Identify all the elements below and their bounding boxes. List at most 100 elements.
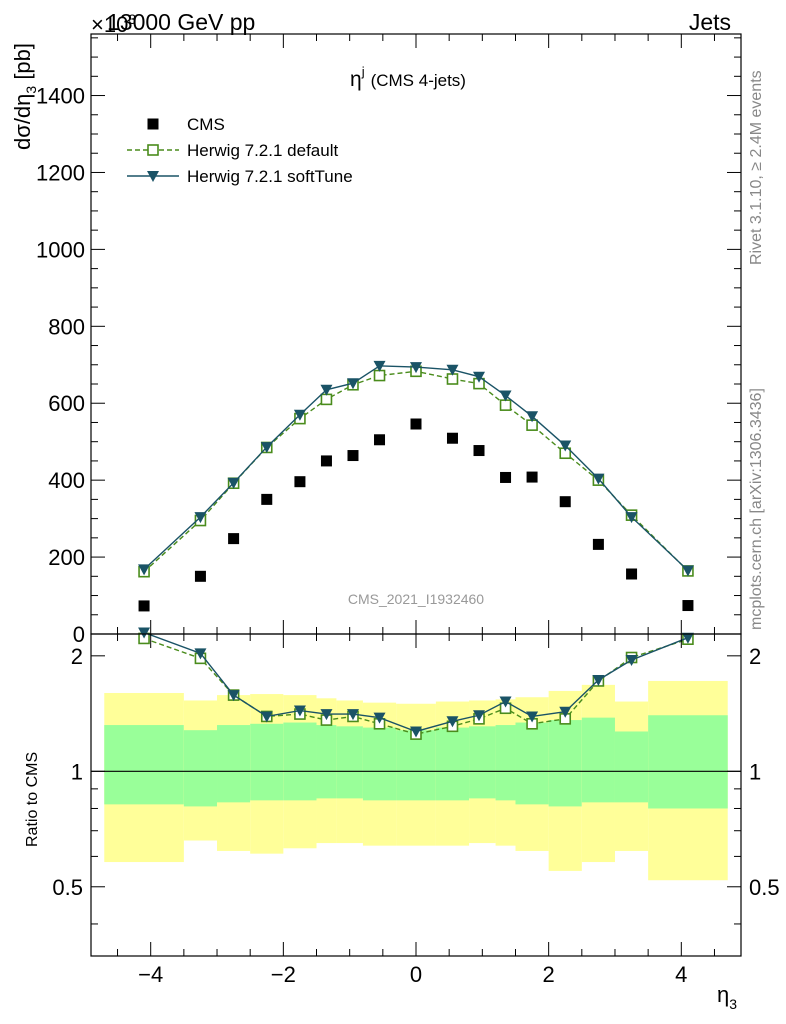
x-tick-label: −2 xyxy=(271,962,296,987)
y-axis-label-sub: 3 xyxy=(23,86,39,94)
herwig-softtune-point xyxy=(194,512,207,524)
x-tick-label: 2 xyxy=(543,962,555,987)
ratio-y-label: Ratio to CMS xyxy=(24,752,41,847)
ratio-panel: −4 −2 0 2 4 0.5 0.5 1 1 2 2 xyxy=(52,627,780,987)
cms-point xyxy=(347,450,359,462)
y-exponent: ×103 xyxy=(91,11,136,37)
ratio-herwig-softtune-point xyxy=(194,648,207,660)
cms-point xyxy=(626,568,638,580)
cms-point xyxy=(320,455,332,467)
ratio-y-tick-label-right: 0.5 xyxy=(749,875,780,900)
ratio-band-inner xyxy=(648,715,728,809)
cms-point xyxy=(228,533,240,545)
herwig-default-point xyxy=(373,369,386,382)
legend: CMS Herwig 7.2.1 default Herwig 7.2.1 soft… xyxy=(127,115,353,186)
ratio-herwig-softtune-point xyxy=(346,709,359,721)
herwig-softtune-point xyxy=(410,362,422,374)
herwig-softtune-line xyxy=(143,365,689,572)
cms-point xyxy=(682,600,694,612)
ratio-herwig-softtune-point xyxy=(625,655,638,667)
ratio-herwig-softtune-point xyxy=(138,627,151,639)
ratio-herwig-softtune-point xyxy=(260,711,273,723)
ratio-y-tick-label: 2 xyxy=(71,644,83,669)
ratio-band-inner xyxy=(581,717,615,803)
ratio-band-inner xyxy=(469,726,496,799)
header-left: 13000 GeV pp xyxy=(107,9,255,35)
rivet-label: Rivet 3.1.10, ≥ 2.4M events xyxy=(748,70,765,265)
y-exponent-base: ×10 xyxy=(91,12,128,37)
ratio-herwig-softtune-point xyxy=(473,710,486,722)
herwig-softtune-point xyxy=(320,384,333,396)
ratio-band-inner xyxy=(336,726,363,799)
ratio-band-inner xyxy=(548,720,582,807)
cms-point xyxy=(261,493,273,505)
plot-title-main: η xyxy=(350,68,362,91)
ratio-y-tick-label: 0.5 xyxy=(52,875,83,900)
ratio-herwig-softtune-point xyxy=(373,712,386,724)
legend-label: Herwig 7.2.1 softTune xyxy=(187,167,353,186)
herwig-default-line xyxy=(143,370,689,573)
plot-title-rest: (CMS 4-jets) xyxy=(371,71,466,90)
x-axis-label-main: η xyxy=(717,982,729,1007)
y-axis-label-main: dσ/dη xyxy=(10,94,35,150)
y-axis-label-unit: [pb] xyxy=(10,43,35,86)
x-tick-label: −4 xyxy=(138,962,163,987)
herwig-softtune-point xyxy=(681,565,694,577)
herwig-softtune-point xyxy=(625,512,638,524)
ratio-band-inner xyxy=(104,725,184,805)
ratio-herwig-softtune-point xyxy=(526,711,539,723)
y-tick-label: 1200 xyxy=(36,160,85,185)
ratio-band-inner xyxy=(515,722,549,805)
ratio-band-inner xyxy=(283,722,317,801)
herwig-softtune-point xyxy=(499,390,512,402)
main-panel: 0 200 400 600 800 1000 1200 1400 CMS Herwig 7.2.1… xyxy=(36,33,742,647)
legend-label: Herwig 7.2.1 default xyxy=(187,141,338,160)
y-tick-label: 400 xyxy=(48,468,85,493)
ratio-band-inner xyxy=(362,727,397,801)
herwig-softtune-point xyxy=(473,371,486,383)
legend-marker-default xyxy=(147,144,159,156)
cms-point xyxy=(446,432,458,444)
y-tick-label: 1400 xyxy=(36,84,85,109)
cms-point xyxy=(592,538,604,550)
herwig-softtune-point xyxy=(526,411,539,423)
x-tick-label: 4 xyxy=(675,962,687,987)
ratio-herwig-softtune-point xyxy=(592,674,605,686)
watermark: CMS_2021_I1932460 xyxy=(348,591,484,607)
ratio-herwig-softtune-point xyxy=(499,696,512,708)
y-tick-label: 1000 xyxy=(36,237,85,262)
cms-point xyxy=(473,445,485,457)
cms-point xyxy=(374,434,386,446)
cms-point xyxy=(194,570,206,582)
y-tick-label: 200 xyxy=(48,545,85,570)
ratio-band-inner xyxy=(495,725,516,801)
ratio-band-inner xyxy=(396,730,436,801)
plot-title: ηj (CMS 4-jets) xyxy=(350,64,466,91)
cms-point xyxy=(138,600,150,612)
herwig-softtune-point xyxy=(346,378,359,390)
herwig-default-point xyxy=(499,399,512,411)
ratio-band-inner xyxy=(250,723,284,801)
y-exponent-power: 3 xyxy=(128,11,136,27)
ratio-band-inner xyxy=(614,731,649,803)
y-tick-label: 800 xyxy=(48,314,85,339)
ratio-herwig-softtune-point xyxy=(227,690,240,702)
ratio-band-inner xyxy=(316,725,337,799)
ratio-band-inner xyxy=(217,725,251,803)
herwig-softtune-point xyxy=(293,409,306,421)
herwig-softtune-point xyxy=(373,360,386,372)
figure-labels: 13000 GeV pp Jets ×103 Rivet 3.1.10, ≥ 2… xyxy=(10,9,765,1012)
ratio-y-tick-label-right: 2 xyxy=(749,644,761,669)
cms-point xyxy=(294,476,306,488)
x-axis-label-sub: 3 xyxy=(729,996,737,1012)
plot-title-sup: j xyxy=(361,64,365,79)
ratio-herwig-softtune-point xyxy=(559,706,572,718)
herwig-softtune-point xyxy=(227,477,240,489)
herwig-softtune-point xyxy=(592,473,605,485)
ratio-band-inner xyxy=(435,727,470,801)
x-axis-label: η3 xyxy=(717,982,737,1012)
ratio-herwig-softtune-point xyxy=(320,709,333,721)
herwig-default-point xyxy=(320,393,333,406)
ratio-y-tick-label: 1 xyxy=(71,759,83,784)
